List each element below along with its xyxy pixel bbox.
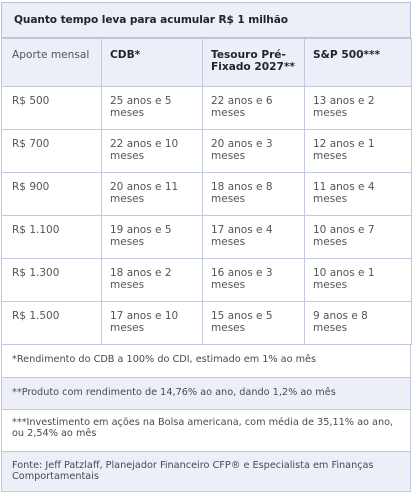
cell-cdb: 25 anos e 5 meses: [101, 86, 203, 130]
cell-sp500: 12 anos e 1 meses: [304, 129, 412, 173]
source-note: Fonte: Jeff Patzlaff, Planejador Finance…: [1, 452, 411, 492]
cell-aporte: R$ 700: [1, 129, 102, 173]
table-row: R$ 500 25 anos e 5 meses 22 anos e 6 mes…: [1, 86, 412, 130]
cell-cdb: 18 anos e 2 meses: [101, 258, 203, 302]
cell-tesouro: 22 anos e 6 meses: [202, 86, 305, 130]
cell-cdb: 22 anos e 10 meses: [101, 129, 203, 173]
header-aporte: Aporte mensal: [1, 38, 102, 87]
cell-tesouro: 16 anos e 3 meses: [202, 258, 305, 302]
cell-cdb: 19 anos e 5 meses: [101, 215, 203, 259]
table-row: R$ 700 22 anos e 10 meses 20 anos e 3 me…: [1, 129, 412, 173]
table-row: R$ 900 20 anos e 11 meses 18 anos e 8 me…: [1, 172, 412, 216]
cell-sp500: 11 anos e 4 meses: [304, 172, 412, 216]
cell-sp500: 10 anos e 1 meses: [304, 258, 412, 302]
header-cdb: CDB*: [101, 38, 203, 87]
comparison-table: Aporte mensal CDB* Tesouro Pré-Fixado 20…: [1, 38, 412, 345]
table-title: Quanto tempo leva para acumular R$ 1 mil…: [1, 2, 411, 38]
cell-sp500: 10 anos e 7 meses: [304, 215, 412, 259]
cell-sp500: 13 anos e 2 meses: [304, 86, 412, 130]
header-tesouro: Tesouro Pré-Fixado 2027**: [202, 38, 305, 87]
header-sp500: S&P 500***: [304, 38, 412, 87]
table-row: R$ 1.300 18 anos e 2 meses 16 anos e 3 m…: [1, 258, 412, 302]
table-row: R$ 1.100 19 anos e 5 meses 17 anos e 4 m…: [1, 215, 412, 259]
cell-tesouro: 18 anos e 8 meses: [202, 172, 305, 216]
cell-tesouro: 17 anos e 4 meses: [202, 215, 305, 259]
cell-aporte: R$ 500: [1, 86, 102, 130]
cell-sp500: 9 anos e 8 meses: [304, 301, 412, 345]
footnote-tesouro: **Produto com rendimento de 14,76% ao an…: [1, 378, 411, 410]
cell-cdb: 20 anos e 11 meses: [101, 172, 203, 216]
footnote-sp500: ***Investimento em ações na Bolsa americ…: [1, 410, 411, 452]
cell-cdb: 17 anos e 10 meses: [101, 301, 203, 345]
table-row: R$ 1.500 17 anos e 10 meses 15 anos e 5 …: [1, 301, 412, 345]
cell-aporte: R$ 1.100: [1, 215, 102, 259]
investment-table-card: Quanto tempo leva para acumular R$ 1 mil…: [1, 2, 412, 492]
cell-aporte: R$ 1.300: [1, 258, 102, 302]
cell-tesouro: 15 anos e 5 meses: [202, 301, 305, 345]
cell-aporte: R$ 900: [1, 172, 102, 216]
footnote-cdb: *Rendimento do CDB a 100% do CDI, estima…: [1, 345, 411, 378]
header-row: Aporte mensal CDB* Tesouro Pré-Fixado 20…: [1, 38, 412, 87]
cell-tesouro: 20 anos e 3 meses: [202, 129, 305, 173]
cell-aporte: R$ 1.500: [1, 301, 102, 345]
